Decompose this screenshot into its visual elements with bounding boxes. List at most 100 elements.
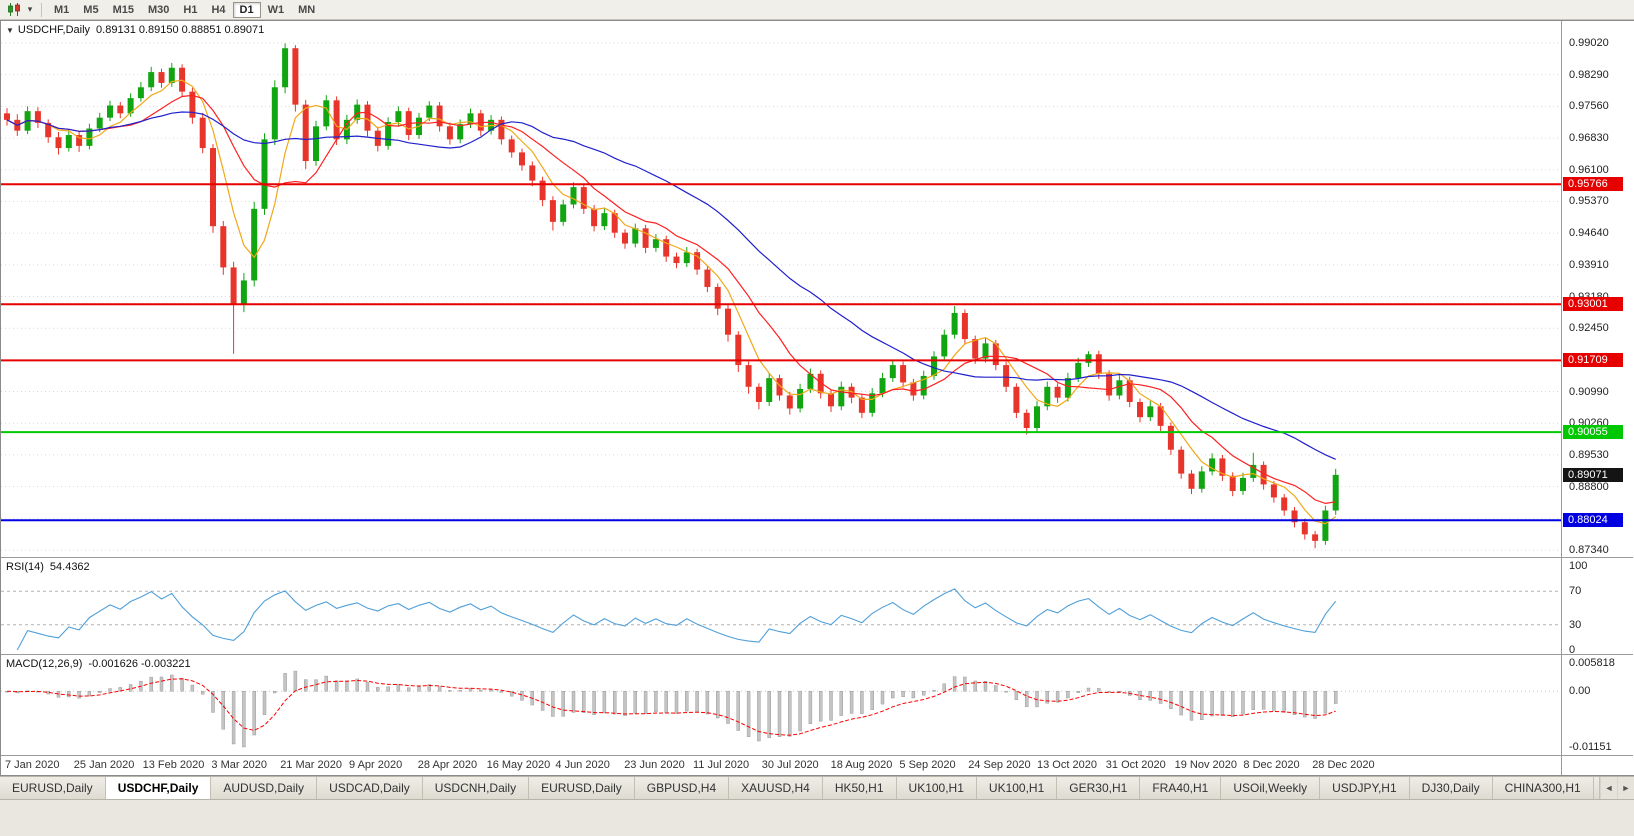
macd-pane[interactable]: MACD(12,26,9) -0.001626 -0.003221	[1, 655, 1561, 755]
hlines-group	[1, 183, 1561, 522]
chart-tabs: EURUSD,Daily USDCHF,Daily AUDUSD,Daily USDC…	[0, 777, 1599, 799]
pane-separator[interactable]	[1, 654, 1633, 655]
chart-tab-17[interactable]: USOil,	[1593, 777, 1599, 799]
macd-signal-line	[6, 678, 1336, 736]
rsi-pane[interactable]: RSI(14) 54.4362	[1, 558, 1561, 654]
hline-price-tag: 0.88024	[1563, 513, 1623, 528]
date-label: 28 Dec 2020	[1312, 759, 1375, 771]
price-axis-label: 0.89530	[1569, 448, 1609, 461]
chart-tab-2[interactable]: AUDUSD,Daily	[211, 777, 318, 799]
rsi-axis-label: 0	[1569, 644, 1576, 656]
hline-price-tag: 0.95766	[1563, 177, 1623, 192]
date-label: 16 May 2020	[486, 759, 551, 771]
timeframe-button-d1[interactable]: D1	[232, 1, 261, 18]
date-label: 25 Jan 2020	[73, 759, 135, 771]
chart-tab-11[interactable]: GER30,H1	[1057, 777, 1141, 799]
symbol-header: ▼ USDCHF,Daily 0.89131 0.89150 0.88851 0.8…	[6, 24, 264, 36]
date-label: 5 Sep 2020	[899, 759, 956, 771]
timeframe-toolbar: ▾ M1 M5 M15 M30 H1 H4 D1 W1 MN	[0, 0, 1634, 20]
price-axis-label: 0.98290	[1569, 68, 1609, 81]
timeframe-button-m1[interactable]: M1	[54, 3, 70, 16]
chart-tab-8[interactable]: HK50,H1	[822, 777, 897, 799]
date-label: 19 Nov 2020	[1174, 759, 1237, 771]
date-label: 11 Jul 2020	[693, 759, 750, 771]
main-chart-pane[interactable]: ▼ USDCHF,Daily 0.89131 0.89150 0.88851 0.8…	[1, 21, 1561, 557]
current-price-tag: 0.89071	[1563, 467, 1623, 482]
price-axis: 0.99020 0.98290 0.97560 0.96830 0.96100 0.953…	[1561, 21, 1634, 775]
rsi-header: RSI(14) 54.4362	[6, 561, 90, 573]
macd-histogram	[5, 670, 1338, 748]
timeframe-buttons: M1 M5 M15 M30 H1 H4 D1 W1 MN	[47, 1, 322, 18]
date-label: 4 Jun 2020	[555, 759, 610, 771]
date-label: 28 Apr 2020	[417, 759, 478, 771]
chart-type-dropdown-icon[interactable]: ▾	[27, 4, 33, 14]
status-bar	[0, 802, 1634, 836]
chart-tab-14[interactable]: USDJPY,H1	[1320, 777, 1410, 799]
chart-tab-13[interactable]: USOil,Weekly	[1221, 777, 1321, 799]
date-axis: 7 Jan 2020 25 Jan 2020 13 Feb 2020 3 Mar 20…	[1, 756, 1561, 775]
tab-scroll-right-button[interactable]: ►	[1617, 777, 1634, 799]
chart-tab-bar: EURUSD,Daily USDCHF,Daily AUDUSD,Daily USDC…	[0, 776, 1634, 800]
macd-name: MACD(12,26,9)	[6, 658, 83, 670]
price-axis-label: 0.87340	[1569, 543, 1609, 556]
chart-window: ▼ USDCHF,Daily 0.89131 0.89150 0.88851 0.8…	[0, 20, 1634, 776]
candlestick-canvas	[1, 42, 1561, 551]
price-axis-label: 0.95370	[1569, 195, 1609, 208]
chart-tab-6[interactable]: GBPUSD,H4	[634, 777, 730, 799]
candlestick-glyph	[8, 3, 20, 16]
timeframe-button-h1[interactable]: H1	[183, 3, 198, 16]
date-label: 13 Feb 2020	[142, 759, 205, 771]
chart-tab-15[interactable]: DJ30,Daily	[1409, 777, 1493, 799]
chart-tab-0[interactable]: EURUSD,Daily	[0, 777, 106, 799]
chart-tab-10[interactable]: UK100,H1	[976, 777, 1058, 799]
timeframe-button-w1[interactable]: W1	[267, 3, 285, 16]
timeframe-button-mn[interactable]: MN	[298, 3, 316, 16]
rsi-canvas	[1, 588, 1561, 651]
rsi-line	[16, 588, 1337, 651]
price-axis-label: 0.99020	[1569, 37, 1609, 49]
rsi-axis-label: 70	[1569, 585, 1582, 598]
chart-tab-7[interactable]: XAUUSD,H4	[729, 777, 823, 799]
rsi-value: 54.4362	[49, 561, 90, 573]
chart-tab-4[interactable]: USDCNH,Daily	[422, 777, 530, 799]
timeframe-button-m5[interactable]: M5	[83, 3, 99, 16]
chart-tab-1[interactable]: USDCHF,Daily	[105, 777, 212, 799]
rsi-axis-label: 100	[1569, 560, 1588, 572]
toolbar-separator	[41, 2, 42, 17]
timeframe-button-m30[interactable]: M30	[147, 3, 170, 16]
price-axis-label: 0.88800	[1569, 480, 1609, 493]
macd-axis-label: 0.005818	[1569, 656, 1615, 669]
timeframe-button-h4[interactable]: H4	[211, 3, 226, 16]
symbol-ohlc: 0.89131 0.89150 0.88851 0.89071	[96, 24, 265, 36]
date-label: 24 Sep 2020	[968, 759, 1031, 771]
date-label: 7 Jan 2020	[5, 759, 60, 771]
macd-value: -0.001626 -0.003221	[88, 658, 191, 670]
pane-separator[interactable]	[1, 557, 1633, 558]
date-label: 21 Mar 2020	[280, 759, 342, 771]
chart-tab-16[interactable]: CHINA300,H1	[1492, 777, 1594, 799]
symbol-title: USDCHF,Daily	[17, 24, 91, 36]
candlestick-chart-icon[interactable]	[4, 2, 24, 18]
timeframe-button-m15[interactable]: M15	[112, 3, 134, 16]
date-label: 31 Oct 2020	[1105, 759, 1166, 771]
rsi-axis-label: 30	[1569, 618, 1582, 631]
candles-group	[4, 43, 1339, 549]
date-label: 3 Mar 2020	[211, 759, 268, 771]
collapse-icon[interactable]: ▼	[6, 26, 14, 35]
date-label: 30 Jul 2020	[761, 759, 819, 771]
macd-axis-label: 0.00	[1569, 685, 1591, 698]
ma-lines-group	[6, 79, 1337, 525]
chart-tab-9[interactable]: UK100,H1	[896, 777, 977, 799]
date-label: 13 Oct 2020	[1037, 759, 1097, 771]
tab-scroll-buttons: ◄ ►	[1599, 777, 1634, 799]
chart-tab-12[interactable]: FRA40,H1	[1140, 777, 1222, 799]
chart-tab-5[interactable]: EURUSD,Daily	[529, 777, 635, 799]
macd-canvas	[1, 670, 1561, 748]
tab-scroll-left-button[interactable]: ◄	[1600, 777, 1617, 799]
ma-mid-line	[6, 94, 1336, 505]
price-axis-label: 0.94640	[1569, 227, 1609, 240]
price-axis-label: 0.97560	[1569, 100, 1609, 113]
rsi-name: RSI(14)	[6, 561, 44, 573]
chart-tab-3[interactable]: USDCAD,Daily	[317, 777, 423, 799]
